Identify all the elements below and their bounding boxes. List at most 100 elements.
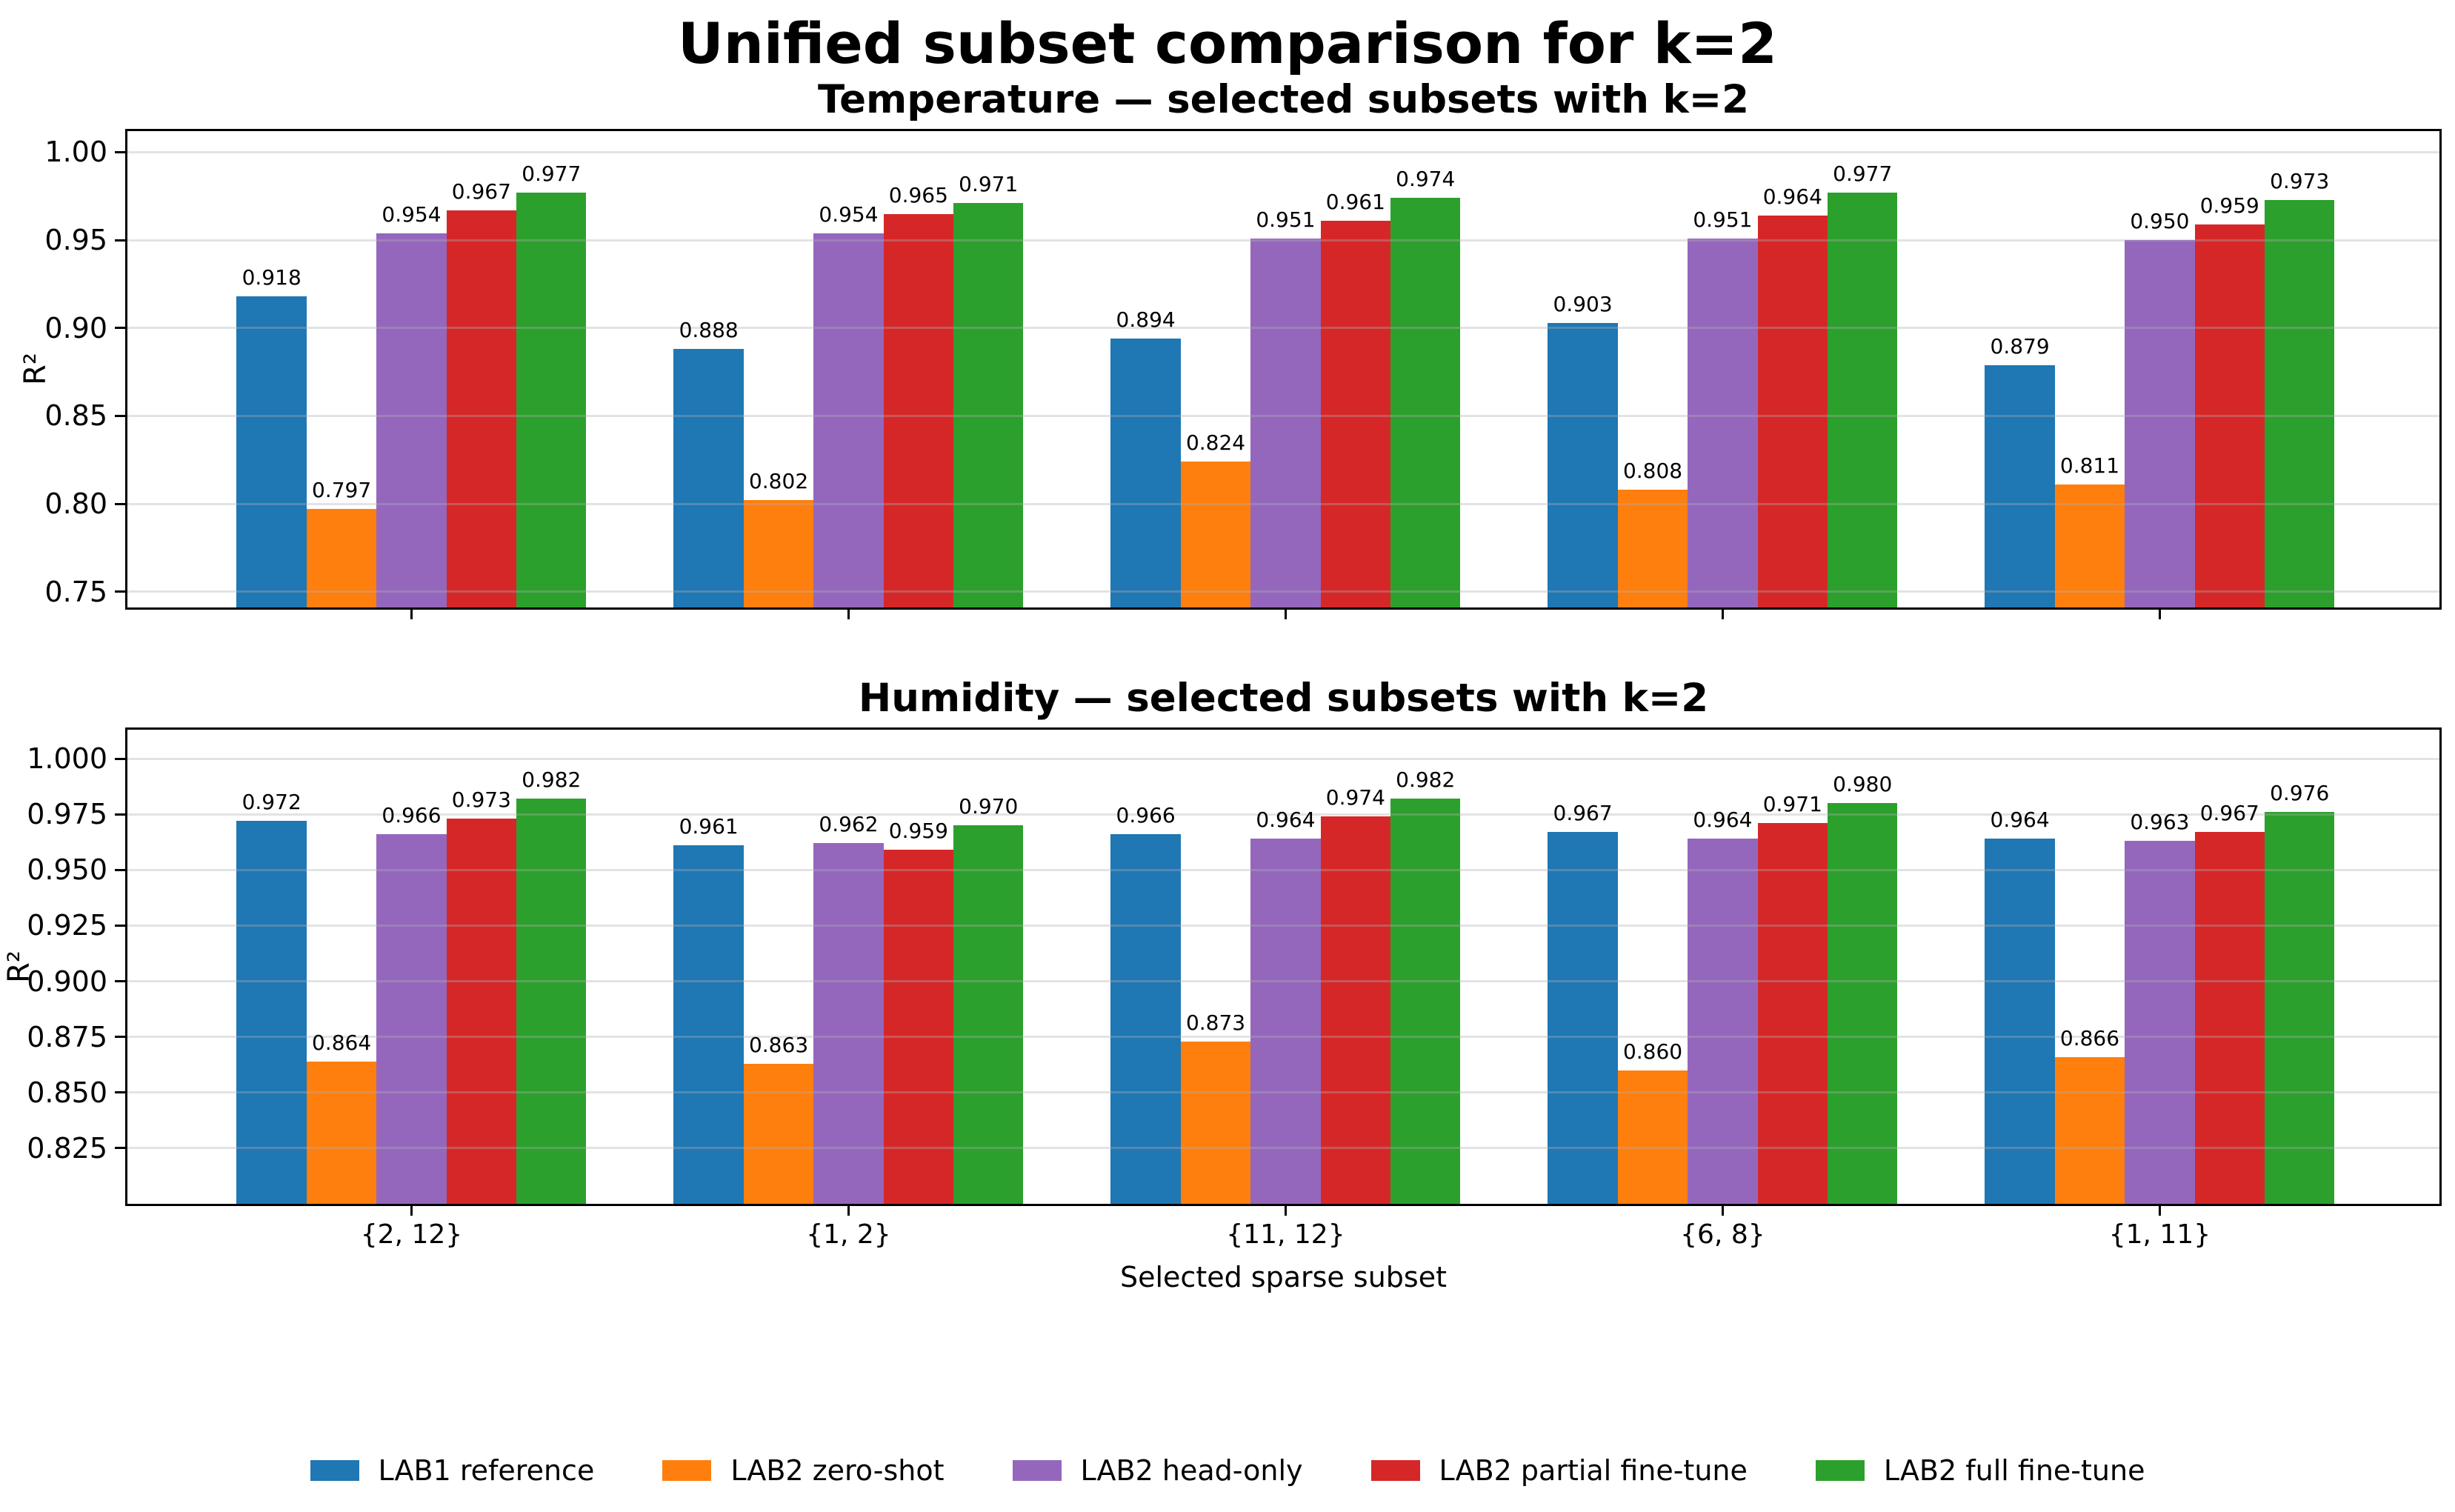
y-gridline — [127, 757, 2439, 760]
bar-value-label: 0.951 — [1693, 207, 1753, 232]
bar-value-label: 0.802 — [748, 469, 809, 494]
y-gridline — [127, 239, 2439, 242]
legend-item-lab1-reference: LAB1 reference — [310, 1454, 595, 1487]
y-tick-label: 0.850 — [27, 1076, 107, 1109]
bar-value-label: 0.964 — [1693, 807, 1753, 833]
y-gridline — [127, 1036, 2439, 1039]
bar-lab1-reference-g3 — [1548, 832, 1618, 1204]
y-tick-mark — [115, 590, 125, 593]
y-tick-mark — [115, 980, 125, 983]
bar-lab2-partial-fine-tune-g0 — [446, 819, 517, 1204]
legend-label: LAB1 reference — [378, 1454, 595, 1487]
legend-item-lab2-head-only: LAB2 head-only — [1012, 1454, 1303, 1487]
legend-label: LAB2 partial fine-tune — [1439, 1454, 1748, 1487]
bar-lab2-full-fine-tune-g4 — [2265, 199, 2335, 607]
bar-value-label: 0.964 — [1256, 807, 1316, 833]
y-tick-label: 1.000 — [27, 742, 107, 776]
figure-title: Unified subset comparison for k=2 — [678, 10, 1777, 76]
bar-value-label: 0.967 — [2199, 801, 2259, 826]
bar-value-label: 0.797 — [311, 478, 372, 503]
bar-value-label: 0.961 — [679, 814, 739, 839]
bar-value-label: 0.954 — [819, 202, 879, 227]
y-gridline — [127, 414, 2439, 417]
bar-value-label: 0.888 — [679, 318, 739, 343]
bar-lab2-zero-shot-g4 — [2054, 484, 2125, 607]
bar-lab1-reference-g2 — [1110, 338, 1181, 607]
y-tick-label: 1.00 — [44, 136, 107, 169]
bar-value-label: 0.971 — [959, 172, 1019, 197]
bar-lab2-head-only-g2 — [1250, 839, 1321, 1204]
y-gridline — [127, 924, 2439, 927]
x-tick-mark — [410, 610, 413, 619]
bar-value-label: 0.903 — [1553, 291, 1613, 316]
x-tick-mark — [1721, 610, 1724, 619]
y-gridline — [127, 980, 2439, 983]
bar-lab2-head-only-g0 — [376, 233, 447, 607]
y-tick-label: 0.80 — [44, 487, 107, 520]
legend-label: LAB2 head-only — [1080, 1454, 1303, 1487]
bar-lab2-head-only-g1 — [813, 843, 884, 1204]
bar-lab1-reference-g0 — [236, 296, 307, 607]
bar-value-label: 0.894 — [1116, 307, 1176, 332]
bar-value-label: 0.808 — [1622, 459, 1683, 484]
y-gridline — [127, 868, 2439, 871]
bar-value-label: 0.966 — [1116, 803, 1176, 828]
legend-item-lab2-zero-shot: LAB2 zero-shot — [662, 1454, 945, 1487]
x-tick-mark — [1721, 1206, 1724, 1216]
bar-lab2-full-fine-tune-g4 — [2265, 812, 2335, 1204]
bar-value-label: 0.873 — [1185, 1010, 1246, 1035]
bar-value-label: 0.982 — [522, 767, 582, 793]
bar-value-label: 0.973 — [2270, 168, 2330, 193]
bar-lab2-full-fine-tune-g1 — [953, 825, 1024, 1204]
bar-value-label: 0.950 — [2130, 209, 2190, 234]
y-tick-label: 0.975 — [27, 798, 107, 831]
bar-lab1-reference-g4 — [1985, 364, 2055, 607]
y-tick-label: 0.950 — [27, 853, 107, 887]
bar-value-label: 0.964 — [1990, 807, 2050, 833]
bar-lab1-reference-g1 — [673, 349, 744, 607]
y-gridline — [127, 813, 2439, 816]
legend: LAB1 reference LAB2 zero-shot LAB2 head-on… — [0, 1443, 2455, 1498]
bar-lab1-reference-g3 — [1548, 322, 1618, 607]
bar-value-label: 0.970 — [959, 794, 1019, 819]
y-tick-label: 0.95 — [44, 224, 107, 257]
bar-lab2-full-fine-tune-g2 — [1390, 799, 1461, 1204]
y-tick-label: 0.825 — [27, 1131, 107, 1165]
y-tick-mark — [115, 1091, 125, 1094]
y-tick-mark — [115, 924, 125, 927]
bar-value-label: 0.974 — [1396, 167, 1456, 192]
y-tick-label: 0.875 — [27, 1020, 107, 1053]
y-tick-mark — [115, 414, 125, 417]
bar-lab2-zero-shot-g2 — [1180, 1041, 1251, 1204]
bar-lab2-partial-fine-tune-g3 — [1757, 823, 1828, 1204]
bar-value-label: 0.962 — [819, 812, 879, 837]
bar-lab2-zero-shot-g0 — [306, 509, 377, 607]
legend-swatch-icon — [1370, 1460, 1420, 1481]
bar-value-label: 0.982 — [1396, 767, 1456, 793]
bar-lab2-zero-shot-g2 — [1180, 462, 1251, 607]
subplot-title-humidity: Humidity — selected subsets with k=2 — [858, 676, 1709, 721]
x-tick-label-g1: {1, 2} — [806, 1219, 891, 1250]
bar-value-label: 0.965 — [888, 182, 948, 207]
bar-value-label: 0.824 — [1185, 430, 1246, 456]
bar-lab2-head-only-g2 — [1250, 238, 1321, 607]
x-tick-label-g4: {1, 11} — [2108, 1219, 2211, 1250]
bar-value-label: 0.967 — [451, 179, 511, 204]
bar-value-label: 0.972 — [241, 790, 302, 815]
x-tick-mark — [847, 1206, 850, 1216]
bar-lab2-partial-fine-tune-g1 — [883, 213, 954, 607]
bar-lab2-partial-fine-tune-g0 — [446, 210, 517, 607]
y-tick-label: 0.85 — [44, 399, 107, 433]
bar-value-label: 0.918 — [241, 265, 302, 290]
y-tick-label: 0.925 — [27, 909, 107, 942]
x-tick-mark — [1284, 610, 1287, 619]
bar-lab2-full-fine-tune-g1 — [953, 203, 1024, 607]
y-tick-mark — [115, 1147, 125, 1150]
bar-value-label: 0.966 — [382, 803, 442, 828]
y-axis-label-temperature: R² — [19, 353, 53, 385]
bar-lab2-full-fine-tune-g3 — [1828, 803, 1898, 1204]
y-gridline — [127, 590, 2439, 593]
bar-value-label: 0.971 — [1762, 792, 1822, 817]
bar-value-label: 0.976 — [2270, 781, 2330, 806]
